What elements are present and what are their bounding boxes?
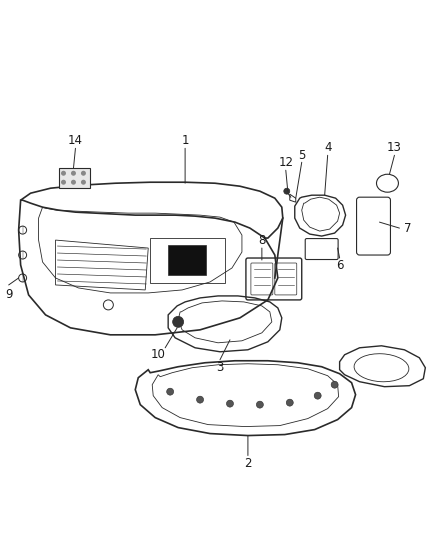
Circle shape [81, 180, 86, 185]
Text: 7: 7 [404, 222, 411, 235]
Circle shape [226, 400, 233, 407]
Text: 9: 9 [5, 288, 12, 302]
Text: 6: 6 [336, 259, 343, 271]
Text: 4: 4 [324, 141, 332, 154]
Bar [150, 238, 225, 283]
Circle shape [284, 188, 290, 194]
Circle shape [61, 171, 66, 176]
Circle shape [167, 388, 173, 395]
Bar [59, 168, 90, 188]
Text: 8: 8 [258, 233, 265, 247]
Text: 10: 10 [151, 348, 166, 361]
Circle shape [81, 171, 86, 176]
Bar [168, 245, 206, 275]
Text: 3: 3 [216, 361, 224, 374]
Circle shape [314, 392, 321, 399]
Circle shape [256, 401, 263, 408]
Text: 5: 5 [298, 149, 305, 162]
Circle shape [197, 396, 204, 403]
Circle shape [71, 180, 76, 185]
Circle shape [173, 317, 184, 327]
Text: 14: 14 [68, 134, 83, 147]
Text: 2: 2 [244, 457, 252, 470]
Text: 12: 12 [278, 156, 293, 169]
Circle shape [61, 180, 66, 185]
Circle shape [331, 381, 338, 388]
Text: 1: 1 [181, 134, 189, 147]
Text: 13: 13 [387, 141, 402, 154]
Circle shape [71, 171, 76, 176]
Circle shape [286, 399, 293, 406]
